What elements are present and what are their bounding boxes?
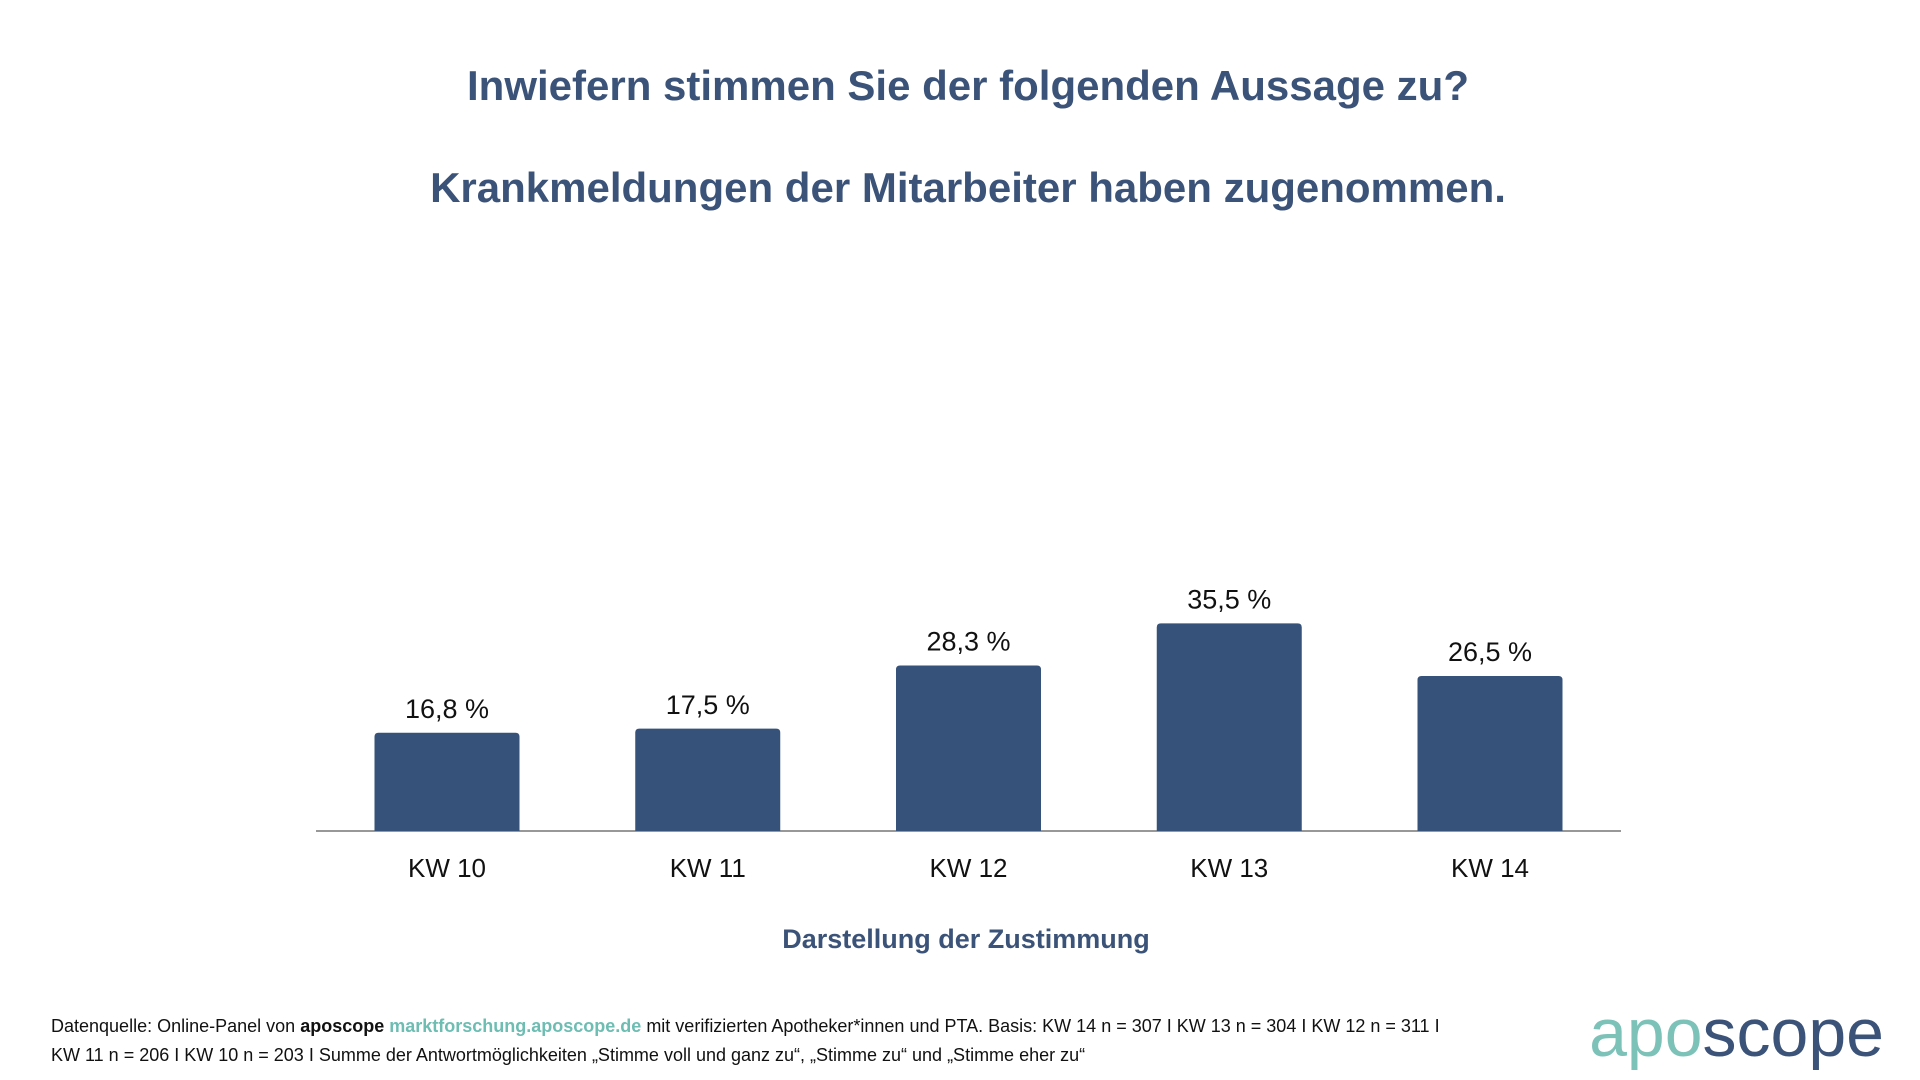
value-label: 17,5 % [666, 690, 750, 720]
chart-title: Inwiefern stimmen Sie der folgenden Auss… [467, 62, 1469, 109]
bar [896, 665, 1041, 831]
logo: aposcope [1589, 995, 1884, 1071]
bar [374, 732, 520, 831]
source-line: Datenquelle: Online-Panel von aposcope m… [51, 1016, 1440, 1036]
source-brand: aposcope [300, 1016, 384, 1036]
source-prefix: Datenquelle: Online-Panel von [51, 1016, 295, 1036]
x-tick-label: KW 12 [929, 853, 1007, 883]
logo-part2: scope [1703, 995, 1884, 1071]
chart-subtitle: Krankmeldungen der Mitarbeiter haben zug… [430, 164, 1506, 211]
source-line2: KW 11 n = 206 I KW 10 n = 203 I Summe de… [51, 1045, 1085, 1065]
x-tick-label: KW 11 [670, 853, 746, 883]
bar [1417, 675, 1563, 831]
x-axis-label: Darstellung der Zustimmung [782, 924, 1150, 954]
source-suffix: mit verifizierten Apotheker*innen und PT… [646, 1016, 1439, 1036]
bar [1156, 623, 1302, 831]
bar [635, 728, 781, 831]
x-tick-label: KW 14 [1451, 853, 1529, 883]
source-link: marktforschung.aposcope.de [389, 1016, 641, 1036]
value-label: 26,5 % [1448, 637, 1532, 667]
logo-part1: apo [1589, 995, 1702, 1071]
value-label: 16,8 % [405, 694, 489, 724]
value-label: 35,5 % [1187, 584, 1271, 614]
x-tick-label: KW 10 [408, 853, 486, 883]
value-label: 28,3 % [926, 627, 1010, 657]
x-tick-label: KW 13 [1190, 853, 1268, 883]
